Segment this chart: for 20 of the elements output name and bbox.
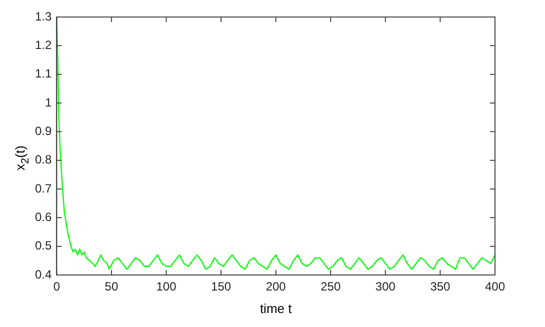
x-tick-label: 50 — [104, 280, 118, 294]
x-tick-label: 0 — [53, 280, 60, 294]
y-tick-label: 0.9 — [34, 124, 52, 138]
x-tick-label: 150 — [211, 280, 232, 294]
y-tick-label: 0.4 — [34, 267, 52, 282]
y-tick-label: 0.8 — [34, 152, 52, 167]
x-tick-label: 250 — [320, 280, 341, 294]
y-tick-label: 0.6 — [34, 210, 52, 224]
y-tick-label: 1 — [44, 95, 52, 110]
x-tick-label: 300 — [375, 280, 396, 294]
x-tick-label: 100 — [156, 280, 177, 294]
x-axis-title: time t — [260, 300, 292, 316]
x-tick-label: 200 — [266, 280, 286, 294]
y-tick-label: 1.2 — [34, 38, 52, 52]
y-tick-label: 0.7 — [34, 181, 52, 196]
y-tick-label: 1.1 — [34, 66, 52, 81]
y-tick-label: 1.3 — [34, 9, 52, 24]
x-tick-label: 400 — [484, 280, 506, 294]
y-tick-label: 0.5 — [34, 238, 52, 253]
x-tick-label: 350 — [430, 280, 451, 294]
